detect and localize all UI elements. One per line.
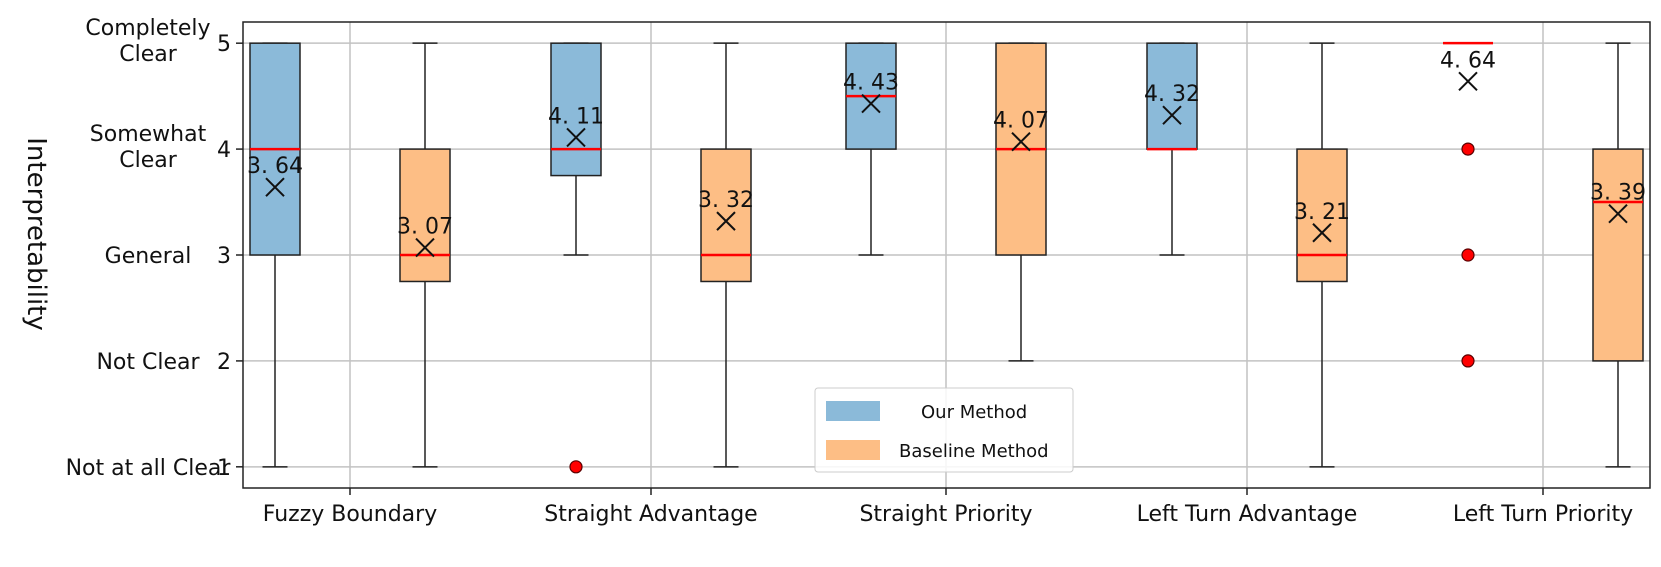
box-baseline-method-left-turn-advantage: 3. 21: [1294, 42, 1350, 468]
mean-marker: [566, 127, 586, 148]
mean-label: 4. 43: [843, 71, 899, 96]
grid-layer: [243, 22, 1650, 488]
x-tick-label-straight-advantage: Straight Advantage: [544, 502, 757, 527]
y-tick-text-4-1: Clear: [119, 148, 177, 173]
mean-label: 3. 64: [247, 154, 303, 179]
legend-swatch-our-method: [826, 401, 880, 421]
outlier-point: [1461, 248, 1475, 262]
mean-marker: [1608, 203, 1628, 224]
mean-marker: [1312, 223, 1332, 243]
legend-label-our-method: Our Method: [921, 402, 1027, 423]
y-tick-value-2: 2: [217, 350, 231, 375]
iqr-box: [700, 148, 752, 283]
y-tick-text-3-0: General: [105, 244, 192, 269]
mean-marker: [265, 177, 285, 197]
x-tick-label-left-turn-priority: Left Turn Priority: [1453, 502, 1633, 527]
mean-marker: [1011, 131, 1031, 152]
box-our-method-fuzzy-boundary: 3. 64: [247, 42, 303, 468]
y-tick-value-5: 5: [217, 32, 231, 57]
legend-label-baseline-method: Baseline Method: [899, 441, 1049, 462]
y-tick-value-1: 1: [217, 456, 231, 481]
mean-marker: [1458, 71, 1478, 92]
box-baseline-method-left-turn-priority: 3. 39: [1590, 42, 1646, 468]
mean-label: 3. 21: [1294, 200, 1350, 225]
box-our-method-straight-advantage: 4. 11: [548, 42, 604, 474]
mean-label: 4. 64: [1440, 48, 1496, 73]
iqr-box: [550, 42, 602, 177]
iqr-box: [1296, 148, 1348, 283]
mean-label: 3. 32: [698, 188, 754, 213]
legend: Our Method Baseline Method: [814, 387, 1074, 473]
mean-marker: [415, 237, 435, 258]
mean-label: 4. 07: [993, 109, 1049, 134]
y-tick-text-5-1: Clear: [119, 42, 177, 67]
mean-marker: [716, 211, 736, 231]
box-baseline-method-straight-priority: 4. 07: [993, 42, 1049, 362]
y-axis-label: Interpretability: [21, 137, 51, 331]
iqr-box: [399, 148, 451, 283]
boxes-layer: 3. 64 4. 11 4. 43 4. 32 4. 64 3. 07 3. 32 4. 07…: [247, 41, 1646, 474]
y-tick-text-1-0: Not at all Clear: [66, 456, 232, 481]
y-tick-text-5-0: Completely: [85, 16, 210, 41]
box-our-method-left-turn-advantage: 4. 32: [1144, 42, 1200, 256]
mean-label: 4. 32: [1144, 82, 1200, 107]
x-tick-label-fuzzy-boundary: Fuzzy Boundary: [263, 502, 437, 527]
x-tick-label-left-turn-advantage: Left Turn Advantage: [1137, 502, 1358, 527]
y-tick-text-4-0: Somewhat: [90, 122, 207, 147]
legend-swatch-baseline-method: [826, 440, 880, 460]
y-tick-value-4: 4: [217, 138, 231, 163]
box-baseline-method-fuzzy-boundary: 3. 07: [397, 42, 453, 468]
mean-label: 3. 39: [1590, 181, 1646, 206]
outlier-point: [1461, 354, 1475, 368]
mean-marker: [1162, 105, 1182, 125]
mean-label: 4. 11: [548, 104, 604, 129]
mean-marker: [861, 93, 881, 114]
outlier-point: [1461, 142, 1475, 156]
x-tick-label-straight-priority: Straight Priority: [859, 502, 1032, 527]
mean-label: 3. 07: [397, 215, 453, 240]
box-our-method-left-turn-priority: 4. 64: [1440, 41, 1496, 368]
box-baseline-method-straight-advantage: 3. 32: [698, 42, 754, 468]
outlier-point: [569, 460, 583, 474]
box-our-method-straight-priority: 4. 43: [843, 42, 899, 256]
iqr-box: [1592, 148, 1644, 362]
y-tick-value-3: 3: [217, 244, 231, 269]
y-tick-text-2-0: Not Clear: [96, 350, 200, 375]
